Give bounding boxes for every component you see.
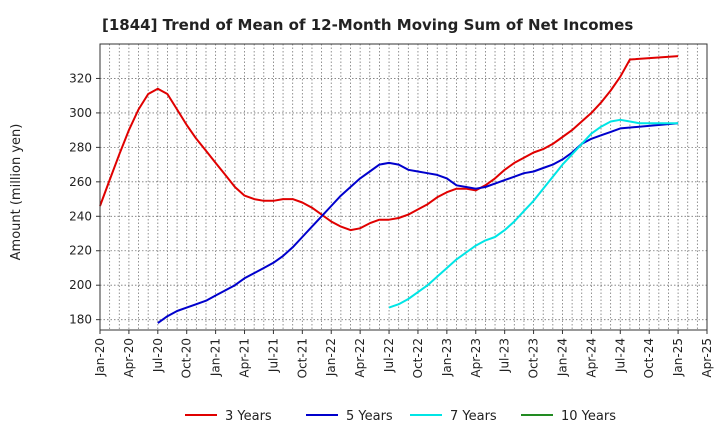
x-tick-label: Jan-20: [93, 338, 107, 377]
legend-label: 7 Years: [450, 409, 497, 424]
y-tick-label: 260: [69, 175, 92, 189]
x-tick-label: Apr-23: [469, 338, 483, 378]
x-tick-label: Jul-20: [151, 338, 165, 373]
series-line-3-years: [99, 55, 679, 232]
grid: [100, 44, 707, 330]
series-lines: [99, 55, 679, 324]
x-tick-label: Jul-21: [266, 338, 280, 373]
x-tick-label: Jul-23: [498, 338, 512, 373]
x-tick-label: Apr-20: [122, 338, 136, 378]
x-tick-label: Jan-24: [555, 338, 569, 377]
legend-item: 7 Years: [410, 409, 497, 424]
x-tick-label: Jan-23: [440, 338, 454, 377]
x-tick-label: Oct-20: [180, 338, 194, 378]
x-tick-label: Oct-24: [642, 338, 656, 378]
x-tick-label: Apr-22: [353, 338, 367, 378]
x-tick-label: Oct-21: [295, 338, 309, 378]
x-axis-ticks: Jan-20 Apr-20 Jul-20 Oct-20 Jan-21 Apr-21 Jul-…: [93, 330, 714, 378]
y-tick-label: 180: [69, 313, 92, 327]
y-tick-label: 280: [69, 140, 92, 154]
y-axis-ticks: 180 200 220 240 260 280 300 320: [69, 71, 100, 327]
x-tick-label: Apr-21: [238, 338, 252, 378]
series-line-7-years: [388, 118, 679, 309]
chart-title: [1844] Trend of Mean of 12-Month Moving …: [102, 16, 633, 34]
y-axis-label: Amount (million yen): [9, 124, 24, 261]
x-tick-label: Apr-25: [700, 338, 714, 378]
x-tick-label: Jan-25: [671, 338, 685, 377]
legend-item: 10 Years: [521, 409, 616, 424]
x-tick-label: Jul-24: [613, 338, 627, 373]
y-tick-label: 240: [69, 209, 92, 223]
x-tick-label: Oct-23: [527, 338, 541, 378]
y-tick-label: 200: [69, 278, 92, 292]
legend: 3 Years 5 Years 7 Years 10 Years: [185, 409, 616, 424]
y-tick-label: 300: [69, 106, 92, 120]
x-tick-label: Jan-21: [209, 338, 223, 377]
x-tick-label: Oct-22: [411, 338, 425, 378]
x-tick-label: Jul-22: [382, 338, 396, 373]
plot-frame: [99, 43, 708, 331]
legend-label: 5 Years: [346, 409, 393, 424]
series-line-5-years: [157, 122, 679, 324]
legend-item: 5 Years: [306, 409, 393, 424]
x-tick-label: Jan-22: [324, 338, 338, 377]
legend-item: 3 Years: [185, 409, 272, 424]
x-tick-label: Apr-24: [584, 338, 598, 378]
legend-label: 3 Years: [225, 409, 272, 424]
y-tick-label: 320: [69, 71, 92, 85]
legend-label: 10 Years: [561, 409, 616, 424]
y-tick-label: 220: [69, 244, 92, 258]
